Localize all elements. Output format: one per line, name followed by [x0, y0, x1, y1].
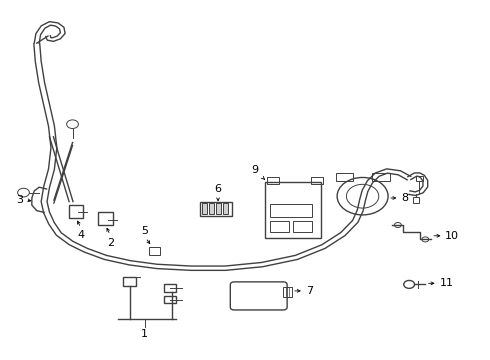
Bar — [270, 221, 289, 232]
Text: 6: 6 — [215, 184, 221, 194]
Bar — [149, 247, 160, 255]
Text: 2: 2 — [107, 238, 114, 248]
Bar — [164, 284, 176, 292]
Bar — [200, 202, 231, 216]
Bar — [265, 182, 321, 238]
Bar — [164, 296, 176, 303]
Bar — [283, 287, 292, 297]
Bar — [372, 173, 390, 181]
Text: 9: 9 — [251, 165, 258, 175]
Text: 5: 5 — [141, 226, 148, 236]
Bar — [209, 203, 214, 214]
Text: 11: 11 — [440, 278, 454, 288]
Bar — [202, 203, 207, 214]
Bar — [69, 205, 83, 218]
Bar — [270, 204, 312, 217]
Bar — [267, 177, 279, 184]
Bar — [222, 203, 227, 214]
Bar — [122, 277, 136, 286]
Text: 10: 10 — [445, 231, 459, 241]
Bar — [216, 203, 220, 214]
Bar — [336, 173, 353, 181]
Text: 3: 3 — [16, 195, 23, 205]
Text: 1: 1 — [141, 329, 148, 339]
Bar — [311, 177, 323, 184]
Text: 8: 8 — [401, 193, 408, 203]
Bar — [416, 176, 423, 181]
Bar — [413, 197, 419, 203]
Bar — [98, 212, 113, 225]
Text: 4: 4 — [77, 230, 84, 240]
Text: 7: 7 — [306, 286, 314, 296]
Bar — [293, 221, 312, 232]
